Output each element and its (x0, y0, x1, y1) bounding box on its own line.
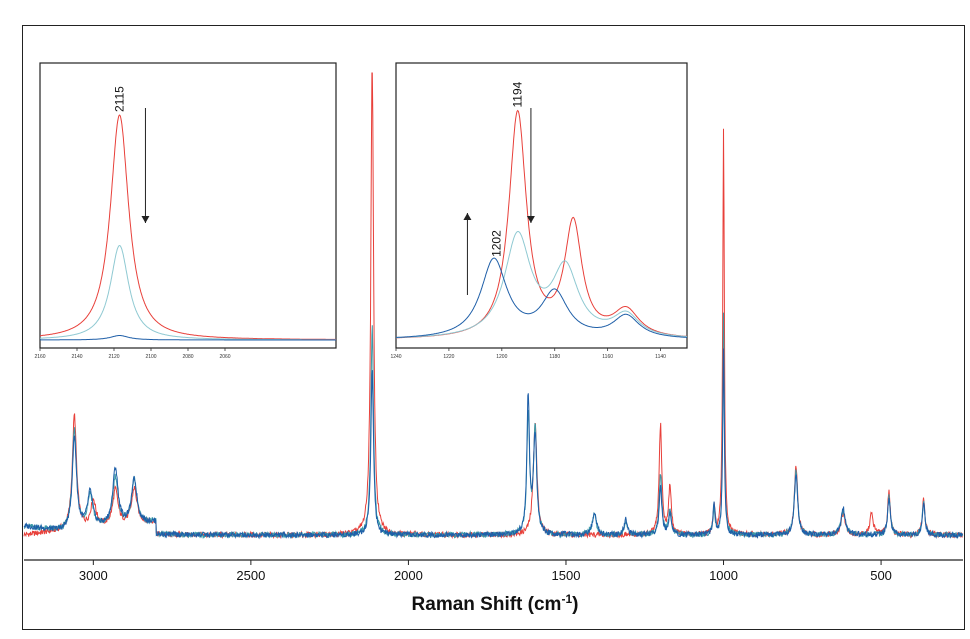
arrow-head (141, 216, 150, 223)
x-tick-label: 500 (870, 568, 892, 583)
x-axis-label: Raman Shift (cm-1) (412, 592, 579, 615)
inset-tick-label: 2060 (219, 354, 230, 360)
inset-tick-label: 2140 (71, 354, 82, 360)
inset-tick-label: 2120 (108, 354, 119, 360)
peak-label: 2115 (113, 86, 127, 112)
x-tick-label: 2500 (236, 568, 265, 583)
chart-frame (22, 25, 965, 630)
main-plot: 3000 2500 2000 1500 1000 500 (23, 72, 964, 583)
inset-tick-label: 2100 (145, 354, 156, 360)
x-tick-label: 1500 (552, 568, 581, 583)
inset-tick-label: 1200 (496, 354, 507, 360)
x-tick-label: 2000 (394, 568, 423, 583)
inset-tick-label: 1220 (443, 354, 454, 360)
x-tick-label: 3000 (79, 568, 108, 583)
inset-2: 1240 1220 1200 1180 1160 1140 1194 1202 (390, 62, 688, 360)
inset-tick-label: 1160 (602, 354, 613, 360)
inset-tick-label: 1240 (390, 354, 401, 360)
inset-tick-label: 1180 (549, 354, 560, 360)
inset-tick-label: 2160 (34, 354, 45, 360)
peak-label: 1202 (490, 230, 504, 257)
arrow-head (463, 213, 472, 220)
inset-1: 2160 2140 2120 2100 2080 2060 2115 (34, 62, 337, 360)
insets: 2160 2140 2120 2100 2080 2060 2115 1240 1220 1200… (34, 62, 688, 360)
inset-series-blue (40, 335, 336, 341)
series-line-blue (23, 348, 963, 540)
inset-series-blue (396, 257, 687, 338)
x-tick-label: 1000 (709, 568, 738, 583)
arrow-head (526, 216, 535, 223)
inset-series-light (396, 231, 688, 339)
peak-label: 1194 (511, 81, 525, 107)
inset-series-red (40, 114, 336, 340)
inset-tick-label: 1140 (655, 354, 666, 360)
inset-frame (395, 62, 688, 349)
inset-tick-label: 2080 (182, 354, 193, 360)
inset-frame (39, 62, 337, 349)
